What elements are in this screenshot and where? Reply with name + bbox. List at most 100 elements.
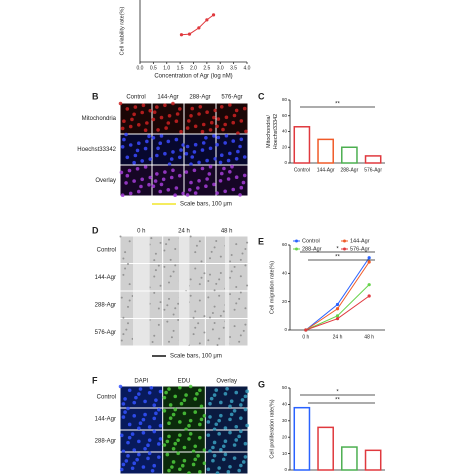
cell — [156, 128, 160, 132]
cell — [157, 307, 160, 310]
cell — [120, 339, 123, 342]
bar — [341, 446, 358, 471]
cell — [147, 451, 152, 456]
cell — [234, 108, 239, 113]
cell — [228, 430, 232, 435]
y-tick-label: 30 — [282, 418, 288, 423]
cell — [128, 191, 133, 196]
cell — [121, 462, 126, 467]
cell — [153, 334, 156, 337]
cell — [189, 294, 192, 297]
cell — [200, 129, 205, 134]
cell — [171, 446, 176, 451]
cell — [174, 137, 179, 142]
cell — [187, 119, 191, 123]
cell — [231, 120, 236, 125]
cell — [124, 132, 128, 137]
cell — [143, 146, 148, 151]
cell — [238, 297, 241, 300]
cell — [189, 162, 193, 166]
cell — [135, 457, 139, 462]
cell — [235, 286, 238, 289]
cell — [135, 167, 140, 171]
cell — [228, 170, 232, 174]
cell — [207, 296, 210, 299]
cell — [234, 157, 239, 161]
cell — [127, 322, 129, 325]
cell — [212, 393, 217, 397]
cell — [169, 175, 174, 180]
column-header: 0 h — [137, 229, 145, 235]
cell — [233, 325, 236, 328]
cell — [128, 143, 133, 147]
cell — [128, 283, 131, 286]
cell — [125, 173, 130, 178]
cell — [219, 255, 222, 258]
row-label: 288-Agr — [95, 302, 116, 308]
cell — [192, 316, 195, 319]
cell — [228, 151, 232, 156]
cell — [209, 273, 211, 276]
cell — [215, 142, 219, 147]
significance-label: * — [336, 247, 339, 253]
cell — [222, 166, 226, 171]
cell — [226, 470, 231, 474]
scratch-gap — [133, 236, 150, 263]
cell — [122, 257, 125, 260]
cell — [141, 103, 146, 108]
cell — [187, 423, 191, 428]
cell — [245, 423, 249, 428]
cell — [200, 276, 203, 279]
cell — [179, 401, 184, 406]
cell — [201, 141, 206, 145]
cell — [193, 124, 198, 129]
cell — [118, 101, 123, 106]
line — [181, 14, 214, 36]
y-tick-label: 0 — [284, 160, 287, 165]
cell — [141, 417, 146, 422]
cell — [246, 241, 249, 244]
column-header: Control — [126, 95, 145, 101]
x-tick-label: 2.5 — [203, 65, 210, 71]
cell — [237, 468, 241, 473]
cell — [145, 139, 149, 144]
cell — [184, 427, 188, 432]
row-label: Mitochondria — [82, 116, 117, 122]
cell — [192, 168, 197, 173]
cell — [219, 171, 224, 176]
cell — [193, 397, 198, 401]
cell — [148, 108, 153, 113]
cell — [234, 390, 239, 395]
cell — [185, 126, 190, 130]
y-tick-label: 40 — [282, 129, 288, 134]
cell — [154, 269, 157, 272]
cell — [171, 101, 175, 106]
cell — [132, 414, 137, 418]
point — [304, 328, 308, 332]
bar — [364, 449, 382, 471]
cell — [239, 429, 243, 434]
cell — [244, 323, 247, 326]
legend-label: 576-Agr — [350, 246, 370, 252]
cell — [241, 252, 244, 255]
cell — [239, 119, 244, 123]
column-header: 288-Agr — [189, 95, 210, 101]
cell — [239, 334, 242, 337]
cell — [168, 340, 170, 343]
cell — [162, 443, 167, 447]
cell — [206, 467, 211, 472]
cell — [228, 417, 232, 422]
cell — [155, 153, 159, 158]
cell — [173, 407, 178, 412]
cell — [161, 177, 166, 182]
cell — [124, 251, 127, 254]
cell — [243, 407, 248, 412]
cell — [124, 181, 128, 185]
cell — [239, 258, 242, 261]
cell — [165, 439, 170, 444]
cell — [202, 414, 207, 418]
cell — [205, 110, 209, 114]
cell — [171, 168, 175, 173]
cell — [193, 410, 198, 414]
